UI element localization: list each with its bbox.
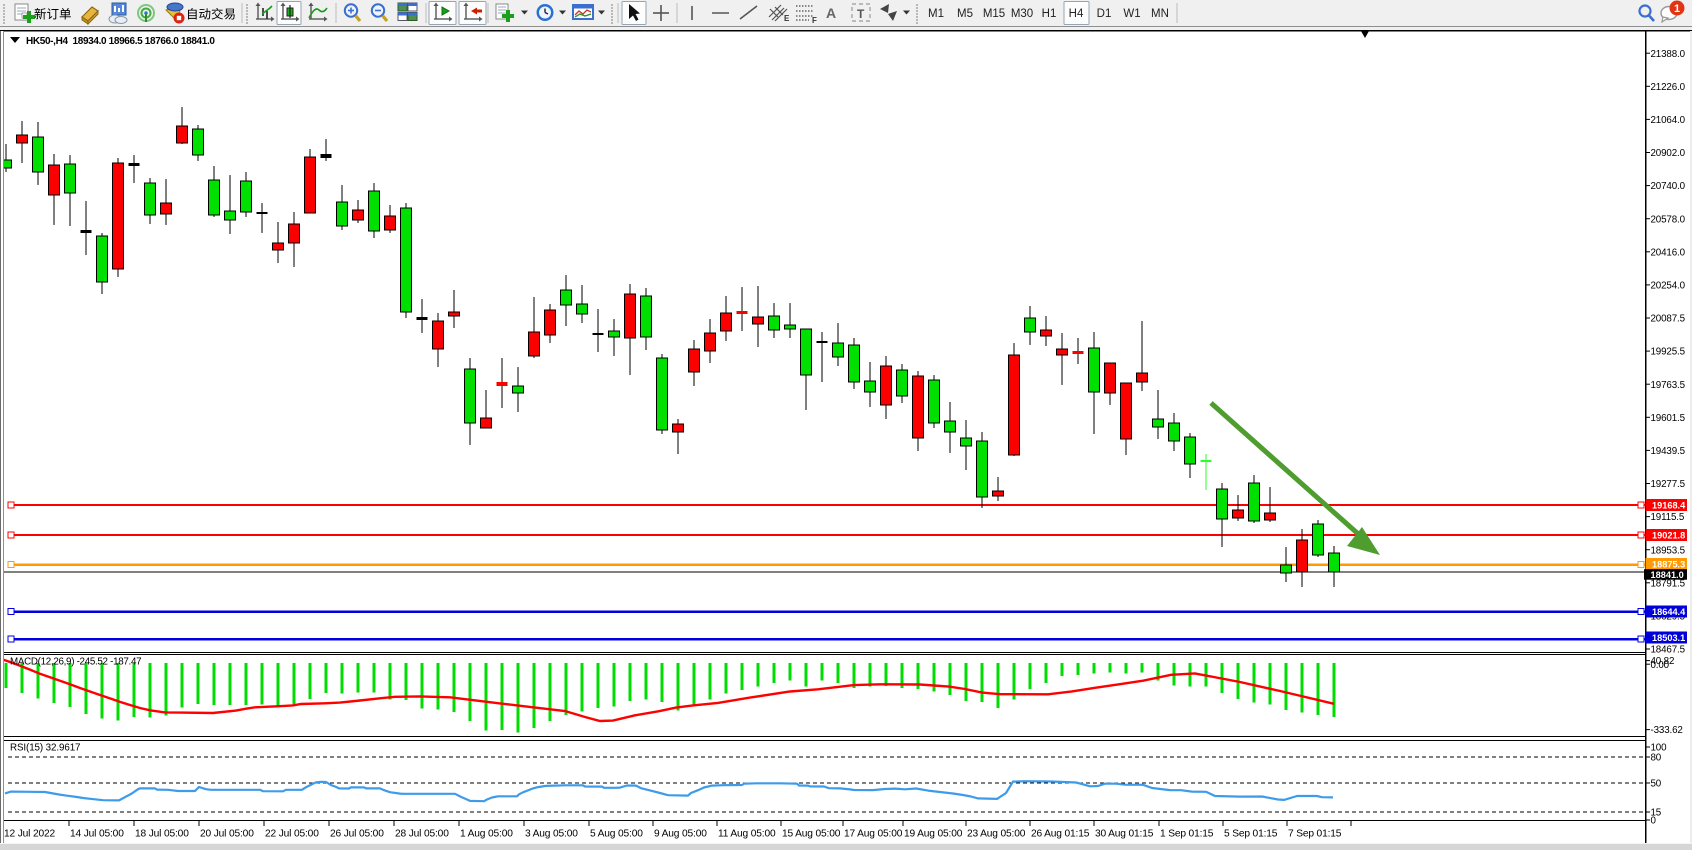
svg-text:9 Aug 05:00: 9 Aug 05:00	[654, 829, 707, 840]
svg-text:20254.0: 20254.0	[1651, 281, 1686, 292]
svg-text:18875.3: 18875.3	[1652, 560, 1685, 570]
svg-text:15: 15	[1651, 808, 1662, 819]
svg-text:28 Jul 05:00: 28 Jul 05:00	[395, 829, 449, 840]
svg-text:15 Aug 05:00: 15 Aug 05:00	[782, 829, 841, 840]
svg-text:19763.5: 19763.5	[1651, 380, 1686, 391]
svg-text:19021.8: 19021.8	[1652, 531, 1685, 541]
svg-text:21388.0: 21388.0	[1651, 49, 1686, 60]
svg-text:18 Jul 05:00: 18 Jul 05:00	[135, 829, 189, 840]
svg-text:17 Aug 05:00: 17 Aug 05:00	[844, 829, 903, 840]
svg-text:H4: H4	[1069, 8, 1084, 20]
svg-text:HK50-,H4 18934.0 18966.5 1876: HK50-,H4 18934.0 18966.5 18766.0 18841.0	[26, 36, 215, 47]
svg-text:F: F	[812, 16, 817, 25]
svg-text:19925.5: 19925.5	[1651, 347, 1686, 358]
svg-text:20 Jul 05:00: 20 Jul 05:00	[200, 829, 254, 840]
svg-text:26 Aug 01:15: 26 Aug 01:15	[1031, 829, 1090, 840]
svg-text:18841.0: 18841.0	[1651, 570, 1684, 580]
svg-text:0.00: 0.00	[1651, 660, 1670, 671]
svg-text:-333.62: -333.62	[1651, 725, 1683, 736]
svg-text:1: 1	[1674, 3, 1680, 15]
svg-text:W1: W1	[1123, 8, 1140, 20]
svg-text:20740.0: 20740.0	[1651, 181, 1686, 192]
svg-text:MACD(12,26,9) -245.52 -187.47: MACD(12,26,9) -245.52 -187.47	[10, 657, 141, 668]
svg-text:E: E	[784, 14, 790, 23]
svg-text:A: A	[826, 5, 836, 21]
svg-text:40.82: 40.82	[1651, 656, 1675, 667]
svg-text:MN: MN	[1151, 8, 1169, 20]
svg-text:7 Sep 01:15: 7 Sep 01:15	[1288, 829, 1342, 840]
svg-text:19601.5: 19601.5	[1651, 413, 1686, 424]
svg-text:19168.4: 19168.4	[1652, 501, 1686, 511]
svg-text:M5: M5	[957, 8, 973, 20]
svg-text:20902.0: 20902.0	[1651, 148, 1686, 159]
svg-text:M15: M15	[983, 8, 1005, 20]
svg-text:20087.5: 20087.5	[1651, 314, 1686, 325]
svg-text:21064.0: 21064.0	[1651, 115, 1686, 126]
svg-text:19277.5: 19277.5	[1651, 479, 1686, 490]
svg-text:19115.5: 19115.5	[1651, 512, 1685, 523]
svg-text:19439.5: 19439.5	[1651, 446, 1686, 457]
svg-text:50: 50	[1651, 779, 1662, 790]
svg-text:5 Aug 05:00: 5 Aug 05:00	[590, 829, 643, 840]
svg-text:H1: H1	[1042, 8, 1057, 20]
svg-text:0: 0	[1651, 816, 1657, 827]
svg-text:11 Aug 05:00: 11 Aug 05:00	[718, 829, 776, 840]
svg-text:18953.5: 18953.5	[1651, 545, 1686, 556]
svg-text:D1: D1	[1097, 8, 1112, 20]
svg-text:1 Sep 01:15: 1 Sep 01:15	[1160, 829, 1214, 840]
svg-text:M1: M1	[928, 8, 944, 20]
svg-text:100: 100	[1651, 743, 1668, 754]
svg-text:20578.0: 20578.0	[1651, 214, 1686, 225]
svg-text:18503.1: 18503.1	[1652, 633, 1685, 643]
svg-text:18644.4: 18644.4	[1652, 607, 1686, 617]
svg-text:RSI(15) 32.9617: RSI(15) 32.9617	[10, 743, 80, 754]
svg-text:18467.5: 18467.5	[1651, 645, 1686, 656]
svg-text:M30: M30	[1011, 8, 1033, 20]
svg-text:80: 80	[1651, 753, 1662, 764]
svg-text:20416.0: 20416.0	[1651, 247, 1686, 258]
svg-text:18791.5: 18791.5	[1651, 578, 1686, 589]
svg-text:21226.0: 21226.0	[1651, 82, 1686, 93]
svg-text:1 Aug 05:00: 1 Aug 05:00	[460, 829, 513, 840]
svg-text:22 Jul 05:00: 22 Jul 05:00	[265, 829, 319, 840]
svg-text:12 Jul 2022: 12 Jul 2022	[4, 829, 56, 840]
svg-text:19 Aug 05:00: 19 Aug 05:00	[904, 829, 963, 840]
svg-text:30 Aug 01:15: 30 Aug 01:15	[1095, 829, 1154, 840]
svg-text:14 Jul 05:00: 14 Jul 05:00	[70, 829, 124, 840]
svg-text:23 Aug 05:00: 23 Aug 05:00	[967, 829, 1026, 840]
svg-text:26 Jul 05:00: 26 Jul 05:00	[330, 829, 384, 840]
svg-text:5 Sep 01:15: 5 Sep 01:15	[1224, 829, 1278, 840]
svg-text:T: T	[857, 7, 865, 21]
svg-text:3 Aug 05:00: 3 Aug 05:00	[525, 829, 578, 840]
